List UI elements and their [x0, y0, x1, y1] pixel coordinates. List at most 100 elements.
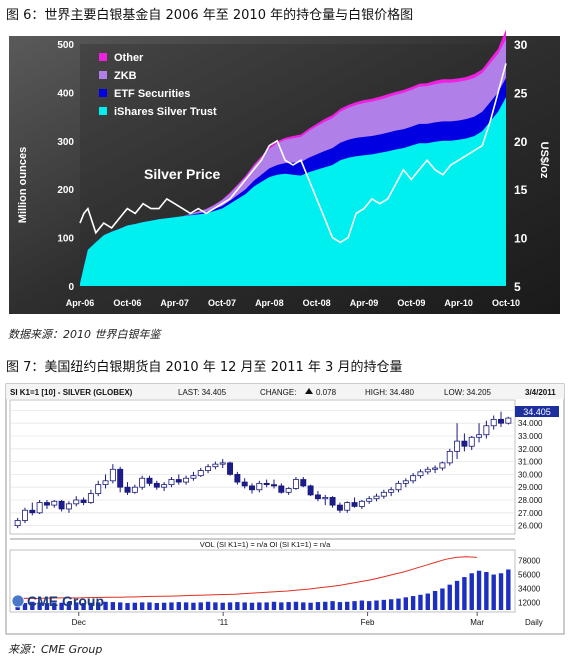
volume-bar — [418, 594, 423, 610]
volume-bar — [74, 602, 79, 610]
chart-header-bar — [6, 384, 564, 399]
candle-body — [87, 493, 94, 503]
price-tick-label: 30.000 — [518, 470, 543, 479]
candle-body — [366, 498, 373, 502]
y-tick-label: 400 — [57, 88, 74, 99]
candle-body — [95, 484, 102, 495]
y-right-tick-label: 10 — [514, 232, 528, 246]
price-plot-area — [9, 399, 516, 535]
legend-label: ZKB — [114, 70, 137, 82]
candle-body — [175, 479, 182, 483]
candle-body — [483, 425, 490, 436]
volume-bar — [235, 602, 240, 610]
legend-swatch — [99, 107, 107, 115]
date-axis: Dec '11 Feb Mar — [72, 612, 484, 627]
volume-bar — [81, 603, 86, 610]
candle-body — [197, 470, 204, 477]
volume-bar — [198, 602, 203, 610]
candle-body — [336, 504, 343, 511]
volume-tick-label: 34000 — [518, 584, 541, 593]
candle-body — [102, 480, 109, 486]
price-line-group — [79, 63, 507, 244]
figure-7-source: 来源：CME Group — [8, 643, 103, 656]
volume-bar — [286, 602, 291, 610]
candle-body — [117, 468, 124, 488]
candle-body — [161, 484, 168, 488]
candle-body — [227, 462, 234, 475]
candle-body — [263, 482, 270, 486]
price-tick-label: 26.000 — [518, 522, 543, 531]
x-tick-label: Dec — [72, 618, 86, 627]
figure-7-title: 图 7：美国纽约白银期货自 2010 年 12 月至 2011 年 3 月的持仓… — [6, 360, 403, 375]
volume-bar — [506, 569, 511, 610]
candle-body — [300, 479, 307, 487]
y-axis-right-label: US$/oz — [538, 142, 550, 179]
volume-bar — [227, 602, 233, 610]
candle-body — [153, 482, 160, 488]
last-price: LAST: 34.405 — [178, 388, 227, 397]
candle-body — [234, 473, 241, 483]
volume-bar — [425, 593, 430, 610]
volume-bar — [308, 602, 313, 610]
volume-bar — [205, 601, 211, 610]
volume-bar — [410, 596, 416, 610]
candle-body — [139, 477, 146, 488]
volume-bar — [330, 601, 335, 610]
price-tick-label: 28.000 — [518, 496, 543, 505]
candle-body — [292, 479, 299, 489]
price-badge — [515, 406, 559, 417]
candle-body — [124, 486, 131, 493]
candle-body — [249, 485, 255, 491]
y-tick-label: 300 — [57, 137, 74, 148]
cme-logo: CME Group — [11, 593, 104, 609]
price-tick-label: 31.000 — [518, 458, 543, 467]
x-tick-label: Apr-09 — [350, 298, 379, 308]
volume-bar — [279, 602, 284, 610]
x-tick-label: Oct-08 — [303, 298, 331, 308]
volume-bar — [301, 602, 306, 610]
volume-bar — [66, 602, 72, 610]
candle-body — [373, 495, 380, 500]
volume-bar — [191, 602, 196, 610]
price-tick-label: 32.000 — [518, 445, 543, 454]
silver-price-annotation: Silver Price — [144, 166, 220, 182]
candle-body — [329, 497, 336, 506]
candle-body — [219, 462, 226, 465]
y-right-tick-label: 20 — [514, 135, 528, 149]
volume-bar — [323, 601, 328, 610]
candle-body — [468, 436, 475, 447]
candle-body — [256, 482, 263, 491]
price-tick-label: 34.000 — [518, 419, 543, 428]
candle-body — [454, 440, 461, 452]
y-axis-label: Million ounces — [17, 147, 29, 223]
volume-bar — [88, 602, 94, 610]
volume-bar — [491, 574, 496, 610]
volume-bar — [110, 602, 116, 610]
volume-bar — [117, 602, 123, 610]
legend-swatch — [99, 71, 107, 79]
volume-bar — [388, 599, 394, 610]
y-tick-label: 100 — [57, 234, 74, 245]
globe-icon — [12, 595, 24, 607]
x-tick-label: Apr-07 — [160, 298, 189, 308]
change-value: 0.078 — [316, 388, 337, 397]
legend: Other ZKB ETF Securities iShares Silver Tru… — [99, 52, 217, 118]
candle-body — [432, 467, 439, 470]
legend-label: iShares Silver Trust — [114, 106, 217, 118]
volume-bar — [169, 602, 174, 610]
volume-bar — [469, 573, 474, 610]
volume-bar — [125, 603, 130, 610]
candle-body — [424, 468, 431, 473]
volume-bar — [242, 602, 247, 610]
volume-axis: 12000 34000 56000 78000 — [518, 557, 541, 608]
x-tick-label: Apr-08 — [255, 298, 284, 308]
x-tick-label: Mar — [470, 618, 484, 627]
volume-bar — [432, 591, 438, 610]
candle-body — [285, 488, 292, 493]
silver-price-line — [79, 63, 507, 244]
price-tick-label: 33.000 — [518, 432, 543, 441]
x-tick-label: Oct-07 — [208, 298, 236, 308]
candle-body — [183, 477, 190, 483]
candle-body — [380, 491, 387, 497]
x-tick-label: '11 — [218, 618, 228, 627]
